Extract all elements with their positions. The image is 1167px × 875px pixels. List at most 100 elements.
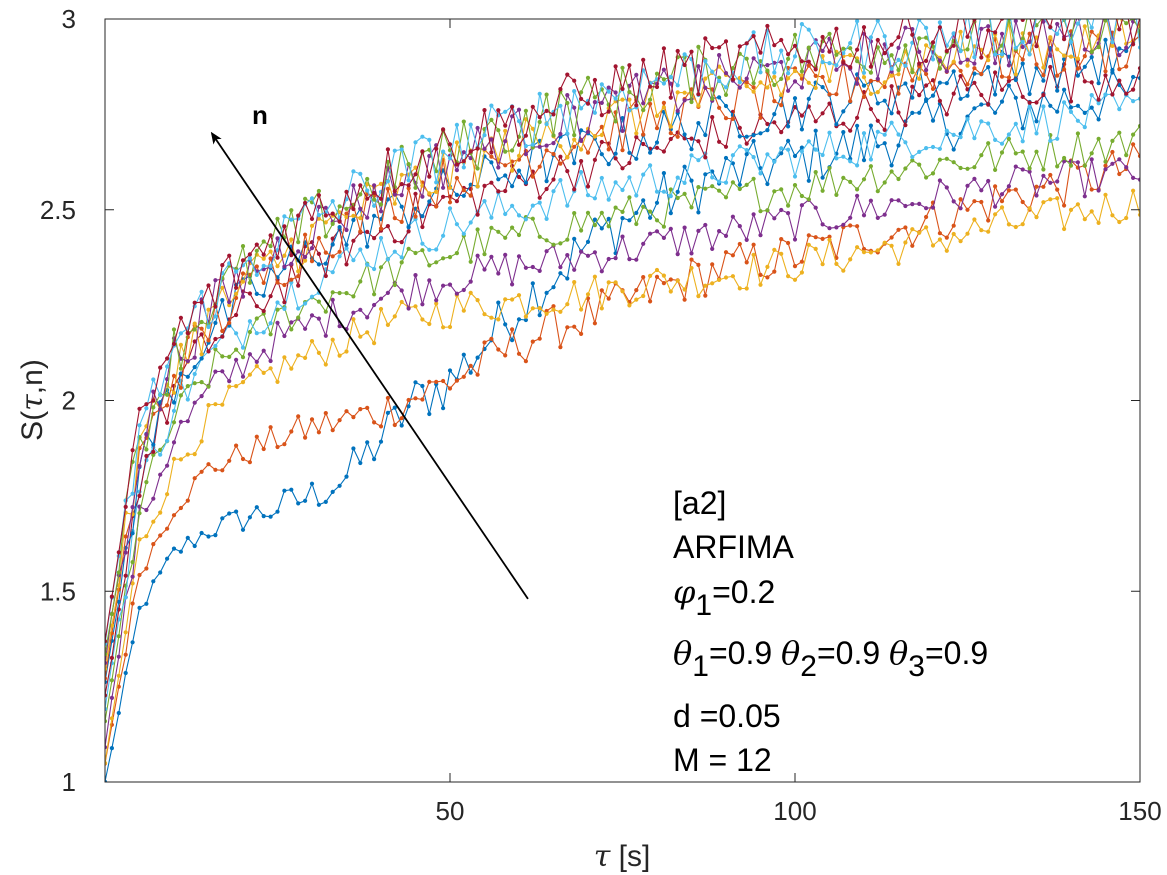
data-point <box>247 352 252 357</box>
data-point <box>744 76 749 81</box>
data-point <box>199 319 204 325</box>
data-point <box>530 216 535 221</box>
data-point <box>827 226 832 231</box>
data-point <box>751 34 756 39</box>
data-point <box>772 247 777 252</box>
series-4 <box>105 157 1140 750</box>
data-point <box>213 402 218 407</box>
data-point <box>337 324 342 329</box>
data-point <box>903 63 908 68</box>
data-point <box>105 745 108 750</box>
data-point <box>165 556 170 561</box>
data-point <box>965 87 970 92</box>
data-point <box>365 315 370 320</box>
data-point <box>1062 203 1067 208</box>
data-point <box>144 402 149 407</box>
data-point <box>358 307 363 312</box>
data-point <box>1137 45 1140 50</box>
data-point <box>454 192 459 197</box>
data-point <box>930 93 936 98</box>
data-point <box>572 133 577 138</box>
data-point <box>592 321 598 326</box>
data-point <box>813 235 818 240</box>
data-point <box>572 267 577 272</box>
data-point <box>240 456 246 462</box>
data-point <box>213 343 218 349</box>
data-point <box>289 277 294 282</box>
data-point <box>1131 42 1136 47</box>
data-point <box>1055 47 1060 52</box>
data-point <box>323 411 328 416</box>
data-point <box>930 205 936 210</box>
theta1-value: =0.9 <box>709 635 781 671</box>
data-point <box>358 171 363 176</box>
data-point <box>158 452 163 457</box>
data-point <box>965 63 970 68</box>
data-point <box>648 97 653 102</box>
data-point <box>503 149 508 154</box>
data-point <box>1089 80 1094 85</box>
data-point <box>551 151 556 157</box>
data-point <box>579 90 584 95</box>
data-point <box>171 373 177 378</box>
data-point <box>330 297 335 302</box>
data-point <box>730 116 736 121</box>
data-point <box>634 103 639 108</box>
data-point <box>917 201 922 206</box>
data-point <box>917 19 922 22</box>
data-point <box>723 275 729 280</box>
data-point <box>758 50 763 55</box>
data-point <box>365 229 370 234</box>
data-point <box>213 320 218 325</box>
data-point <box>289 487 294 492</box>
data-point <box>213 304 218 309</box>
data-point <box>406 162 411 167</box>
data-point <box>772 112 777 117</box>
data-point <box>1089 93 1094 98</box>
data-point <box>572 78 577 83</box>
data-point <box>999 192 1005 197</box>
data-point <box>158 407 163 412</box>
data-point <box>523 133 529 138</box>
data-point <box>392 192 397 197</box>
data-point <box>620 234 625 239</box>
data-point <box>820 34 825 40</box>
data-point <box>1096 45 1101 50</box>
data-point <box>378 424 384 429</box>
data-point <box>427 174 432 179</box>
data-point <box>813 40 818 45</box>
data-point <box>779 146 784 151</box>
data-point <box>503 211 508 217</box>
data-point <box>1034 35 1039 40</box>
data-point <box>454 199 459 204</box>
data-point <box>579 106 584 111</box>
data-point <box>792 153 798 159</box>
data-point <box>1013 95 1018 100</box>
data-point <box>654 267 660 273</box>
data-point <box>261 263 266 268</box>
data-point <box>951 147 956 152</box>
data-point <box>544 249 549 254</box>
theta1-symbol: θ <box>673 634 692 672</box>
data-point <box>165 420 170 425</box>
data-point <box>523 217 529 222</box>
data-point <box>337 225 342 230</box>
data-point <box>889 243 894 248</box>
data-point <box>641 204 646 209</box>
data-point <box>509 104 515 109</box>
data-point <box>868 78 874 83</box>
data-point <box>599 113 604 118</box>
data-point <box>737 134 742 139</box>
data-point <box>723 155 729 161</box>
data-point <box>1117 78 1122 83</box>
data-point <box>1013 121 1018 126</box>
data-point <box>1034 62 1039 67</box>
data-point <box>917 149 922 154</box>
data-point <box>730 274 736 279</box>
data-point <box>116 550 121 555</box>
data-point <box>337 353 342 358</box>
data-point <box>544 290 549 295</box>
data-point <box>599 124 604 129</box>
data-point <box>178 457 183 462</box>
data-point <box>151 496 156 501</box>
